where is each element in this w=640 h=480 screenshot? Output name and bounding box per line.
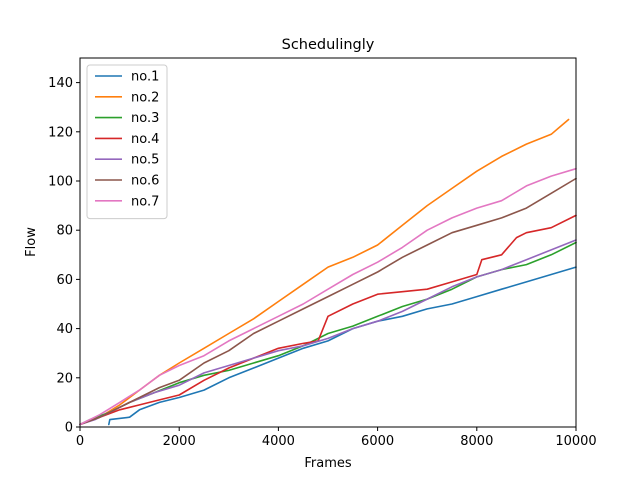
series-line-no-4 (79, 214, 577, 426)
x-axis-label: Frames (304, 456, 352, 471)
legend-label: no.2 (131, 90, 159, 105)
y-tick-label: 120 (48, 125, 73, 140)
y-tick-label: 100 (48, 175, 73, 190)
x-tick-label: 8000 (460, 434, 493, 449)
x-tick-label: 10000 (555, 434, 596, 449)
legend-label: no.1 (131, 70, 159, 85)
legend-label: no.7 (131, 194, 159, 209)
legend-label: no.5 (131, 153, 159, 168)
x-tick-label: 2000 (163, 434, 196, 449)
series-line-no-6 (79, 177, 577, 426)
legend: no.1 no.2 no.3 no.4 no.5 no.6 no.7 (86, 64, 168, 220)
legend-label: no.6 (131, 174, 159, 189)
x-tick-label: 4000 (262, 434, 295, 449)
y-tick-label: 20 (56, 371, 73, 386)
y-tick-label: 140 (48, 76, 73, 91)
plot-frame (79, 57, 577, 428)
y-axis-label: Flow (24, 227, 39, 257)
plot-area (79, 118, 577, 426)
y-tick-label: 80 (56, 224, 73, 239)
y-axis: 0 20 40 60 80 100 120 140 (48, 76, 80, 436)
series-line-no-5 (79, 239, 577, 426)
x-tick-label: 0 (76, 434, 84, 449)
series-line-no-7 (79, 167, 577, 426)
y-tick-label: 60 (56, 273, 73, 288)
y-tick-label: 40 (56, 322, 73, 337)
x-tick-label: 6000 (361, 434, 394, 449)
legend-label: no.4 (131, 132, 159, 147)
x-axis: 0 2000 4000 6000 8000 10000 (76, 427, 597, 449)
y-tick-label: 0 (65, 421, 73, 436)
chart-title: Schedulingly (282, 37, 375, 53)
series-line-no-1 (108, 266, 577, 426)
legend-label: no.3 (131, 111, 159, 126)
